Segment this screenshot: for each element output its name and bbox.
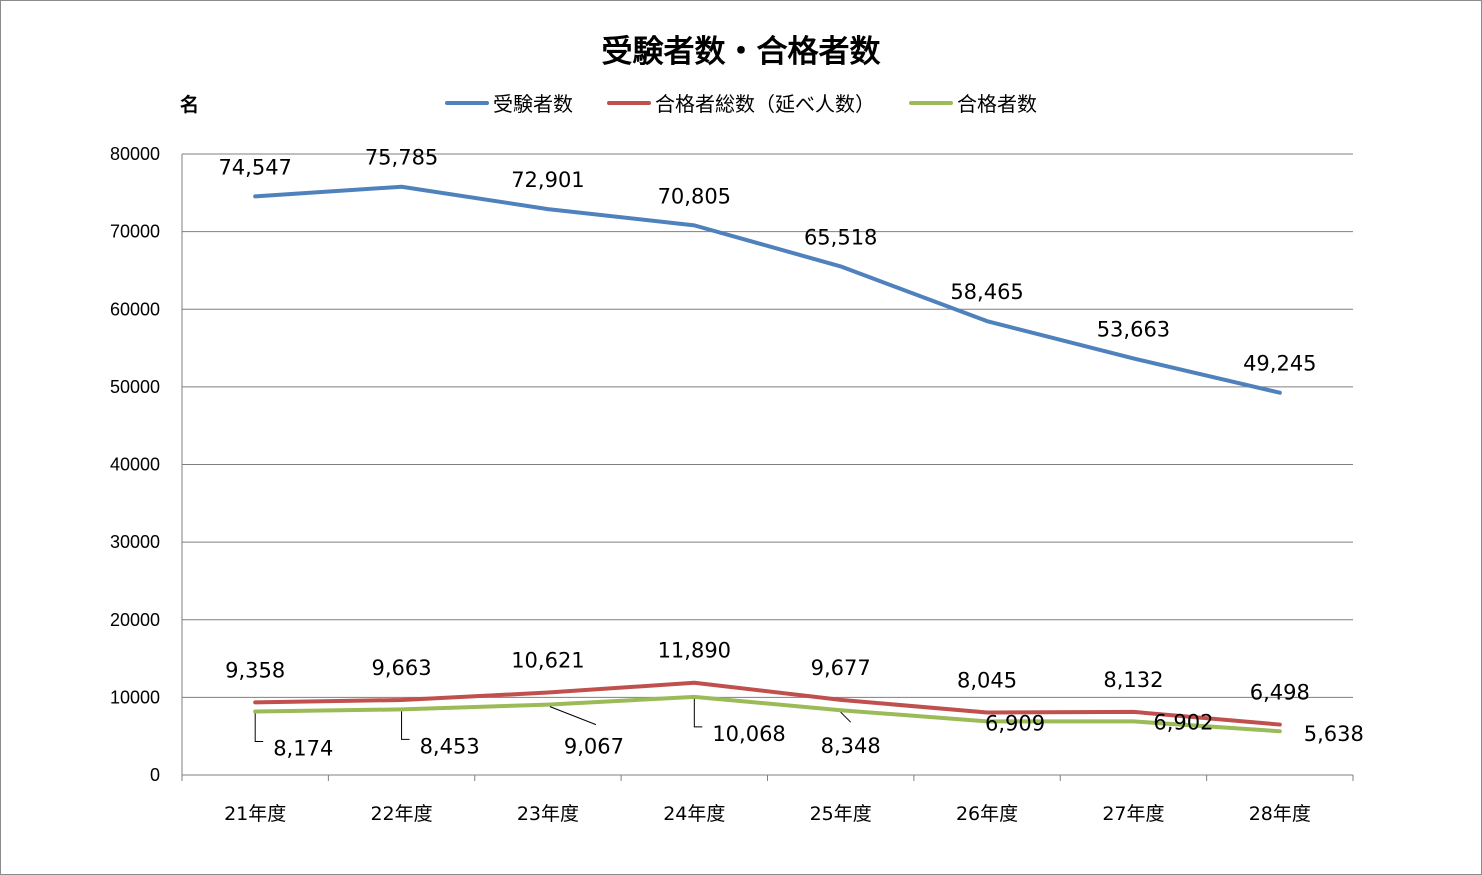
data-label-series1: 9,358 [225, 658, 285, 682]
x-tick-label: 23年度 [517, 803, 579, 825]
data-label-series0: 53,663 [1097, 317, 1170, 341]
leader-line [401, 711, 410, 740]
legend-swatch-examinees [445, 100, 489, 105]
legend-item-total-passers: 合格者総数（延べ人数） [607, 88, 875, 117]
legend-label-passers: 合格者数 [957, 92, 1037, 116]
legend-swatch-total-passers [607, 100, 651, 105]
x-tick-label: 26年度 [956, 803, 1018, 825]
data-label-series0: 58,465 [950, 280, 1023, 304]
y-axis-unit: 名 [180, 94, 200, 116]
legend-item-passers: 合格者数 [909, 88, 1037, 117]
y-tick-label: 0 [150, 765, 160, 785]
y-tick-label: 40000 [110, 455, 160, 475]
data-label-series2: 8,348 [821, 734, 881, 758]
leader-line [693, 698, 703, 728]
y-tick-label: 70000 [110, 222, 160, 242]
data-label-series0: 74,547 [218, 155, 291, 179]
legend-label-examinees: 受験者数 [493, 92, 573, 116]
y-tick-label: 80000 [110, 144, 160, 164]
data-label-series1: 9,677 [811, 656, 871, 680]
x-tick-label: 25年度 [810, 803, 872, 825]
y-tick-label: 60000 [110, 299, 160, 319]
data-label-series1: 8,045 [957, 669, 1017, 693]
data-label-series1: 11,890 [658, 639, 731, 663]
data-label-series1: 9,663 [372, 656, 432, 680]
y-tick-label: 30000 [110, 532, 160, 552]
data-label-series0: 75,785 [365, 146, 438, 170]
leader-line [840, 711, 852, 723]
series-line-1 [253, 680, 1282, 727]
data-label-series0: 72,901 [511, 168, 584, 192]
x-tick-label: 28年度 [1249, 803, 1311, 825]
legend-item-examinees: 受験者数 [445, 88, 573, 117]
x-tick-label: 21年度 [224, 803, 286, 825]
data-label-series1: 10,621 [511, 649, 584, 673]
leader-line [549, 706, 597, 726]
legend-swatch-passers [909, 100, 953, 105]
data-label-series2: 8,453 [420, 734, 480, 758]
series-line-2 [253, 694, 1282, 734]
legend: 受験者数 合格者総数（延べ人数） 合格者数 [0, 88, 1482, 117]
data-label-series2: 9,067 [564, 735, 624, 759]
data-label-series2: 5,638 [1304, 722, 1364, 746]
y-tick-label: 20000 [110, 610, 160, 630]
data-label-series0: 49,245 [1243, 352, 1316, 376]
y-tick-label: 10000 [110, 687, 160, 707]
data-label-series0: 70,805 [658, 184, 731, 208]
legend-label-total-passers: 合格者総数（延べ人数） [655, 92, 875, 116]
data-label-series1: 6,498 [1250, 681, 1310, 705]
x-tick-label: 22年度 [370, 803, 432, 825]
x-tick-label: 27年度 [1102, 803, 1164, 825]
data-label-series2: 10,068 [712, 722, 785, 746]
chart-title: 受験者数・合格者数 [601, 34, 881, 70]
data-label-series2: 6,909 [985, 711, 1045, 735]
leader-line [254, 713, 264, 743]
data-label-series2: 6,902 [1153, 710, 1213, 734]
x-tick-label: 24年度 [663, 803, 725, 825]
data-label-series2: 8,174 [273, 737, 333, 761]
data-label-series0: 65,518 [804, 225, 877, 249]
y-tick-label: 50000 [110, 377, 160, 397]
series-line-0 [253, 184, 1282, 395]
data-label-series1: 8,132 [1103, 668, 1163, 692]
